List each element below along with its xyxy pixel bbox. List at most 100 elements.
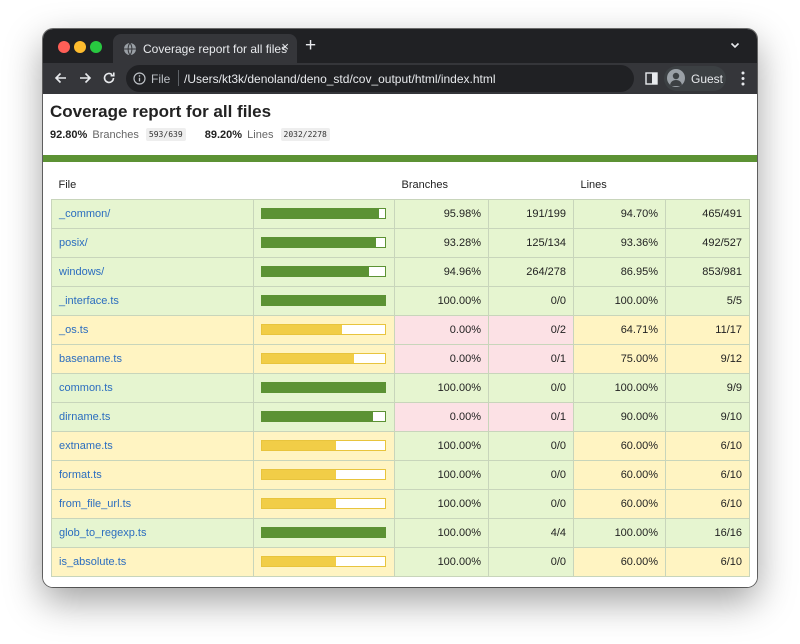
file-link[interactable]: from_file_url.ts — [59, 497, 132, 510]
back-arrow-icon[interactable] — [52, 69, 70, 87]
branches-fraction-cell: 125/134 — [488, 227, 574, 258]
side-panel-icon[interactable] — [645, 72, 658, 85]
lines-percent-cell: 100.00% — [573, 372, 666, 403]
minimize-window-button[interactable] — [74, 41, 86, 53]
url-text[interactable]: /Users/kt3k/denoland/deno_std/cov_output… — [184, 72, 496, 86]
column-header-branches-count — [489, 172, 574, 199]
table-row: basename.ts 0.00% 0/1 75.00% 9/12 — [51, 343, 750, 374]
coverage-bar — [261, 208, 386, 219]
info-icon[interactable] — [133, 72, 146, 85]
coverage-bar-fill — [262, 209, 379, 218]
file-link[interactable]: _common/ — [59, 207, 111, 220]
profile-name: Guest — [691, 72, 724, 86]
branches-fraction-cell: 0/1 — [488, 401, 574, 432]
lines-fraction-cell: 6/10 — [665, 430, 750, 461]
branches-percent-cell: 100.00% — [394, 517, 489, 548]
reload-icon[interactable] — [100, 69, 118, 87]
branches-percent: 92.80% — [50, 129, 88, 141]
coverage-bar-cell — [253, 401, 395, 432]
coverage-bar-cell — [253, 488, 395, 519]
file-cell: _os.ts — [51, 314, 254, 345]
page-title: Coverage report for all files — [50, 102, 272, 121]
branches-percent-cell: 100.00% — [394, 488, 489, 519]
file-link[interactable]: common.ts — [59, 381, 113, 394]
table-row: common.ts 100.00% 0/0 100.00% 9/9 — [51, 372, 750, 403]
lines-percent-cell: 86.95% — [573, 256, 666, 287]
table-row: is_absolute.ts 100.00% 0/0 60.00% 6/10 — [51, 546, 750, 577]
lines-fraction-cell: 9/9 — [665, 372, 750, 403]
avatar — [667, 69, 685, 87]
coverage-bar — [261, 324, 386, 335]
profile-button[interactable]: Guest — [664, 66, 726, 91]
column-header-lines-count — [666, 172, 750, 199]
lines-percent-cell: 60.00% — [573, 546, 666, 577]
file-link[interactable]: _os.ts — [59, 323, 89, 336]
branches-fraction-cell: 4/4 — [488, 517, 574, 548]
new-tab-button[interactable]: + — [305, 35, 317, 56]
file-cell: is_absolute.ts — [51, 546, 254, 577]
branches-fraction-cell: 191/199 — [488, 198, 574, 229]
globe-icon — [124, 42, 136, 56]
file-link[interactable]: extname.ts — [59, 439, 113, 452]
coverage-bar — [261, 411, 386, 422]
coverage-bar-cell — [253, 546, 395, 577]
lines-percent-cell: 60.00% — [573, 430, 666, 461]
forward-arrow-icon[interactable] — [76, 69, 94, 87]
lines-percent-cell: 90.00% — [573, 401, 666, 432]
coverage-bar-cell — [253, 227, 395, 258]
table-row: glob_to_regexp.ts 100.00% 4/4 100.00% 16/16 — [51, 517, 750, 548]
coverage-status-line — [43, 155, 757, 162]
file-link[interactable]: format.ts — [59, 468, 102, 481]
file-link[interactable]: basename.ts — [59, 352, 122, 365]
file-link[interactable]: glob_to_regexp.ts — [59, 526, 147, 539]
column-header-file[interactable]: File — [58, 179, 77, 192]
url-scheme-label: File — [151, 72, 171, 86]
lines-percent-cell: 60.00% — [573, 488, 666, 519]
file-link[interactable]: dirname.ts — [59, 410, 111, 423]
address-divider — [178, 70, 179, 86]
lines-fraction-cell: 6/10 — [665, 546, 750, 577]
coverage-bar-fill — [262, 267, 369, 276]
lines-fraction-cell: 5/5 — [665, 285, 750, 316]
coverage-bar-fill — [262, 441, 336, 450]
coverage-summary: 92.80% Branches 593/639 89.20% Lines 203… — [50, 128, 330, 141]
maximize-window-button[interactable] — [90, 41, 102, 53]
coverage-bar-cell — [253, 517, 395, 548]
file-link[interactable]: posix/ — [59, 236, 88, 249]
column-header-branches[interactable]: Branches — [401, 179, 448, 192]
coverage-table-body: _common/95.98% 191/199 94.70% 465/491 posix/… — [51, 198, 750, 577]
lines-fraction-cell: 9/10 — [665, 401, 750, 432]
branches-fraction-cell: 0/0 — [488, 488, 574, 519]
lines-percent: 89.20% — [204, 129, 243, 141]
table-row: format.ts 100.00% 0/0 60.00% 6/10 — [51, 459, 750, 490]
browser-window: Coverage report for all files × + File — [43, 29, 757, 587]
coverage-bar — [261, 237, 386, 248]
close-window-button[interactable] — [58, 41, 70, 53]
coverage-bar — [261, 266, 386, 277]
coverage-bar-cell — [253, 430, 395, 461]
coverage-bar-fill — [262, 296, 385, 305]
lines-fraction-cell: 6/10 — [665, 459, 750, 490]
branches-fraction-cell: 0/0 — [488, 430, 574, 461]
close-tab-button[interactable]: × — [281, 39, 289, 54]
address-bar[interactable]: File /Users/kt3k/denoland/deno_std/cov_o… — [126, 65, 634, 92]
table-row: _interface.ts 100.00% 0/0 100.00% 5/5 — [51, 285, 750, 316]
more-menu-icon[interactable] — [741, 71, 745, 86]
chevron-down-icon[interactable] — [729, 39, 741, 51]
file-cell: dirname.ts — [51, 401, 254, 432]
lines-fraction-cell: 9/12 — [665, 343, 750, 374]
file-cell: glob_to_regexp.ts — [51, 517, 254, 548]
file-link[interactable]: windows/ — [59, 265, 105, 278]
branches-percent-cell: 0.00% — [394, 343, 489, 374]
lines-fraction-cell: 465/491 — [665, 198, 750, 229]
lines-percent-cell: 100.00% — [573, 517, 666, 548]
file-link[interactable]: _interface.ts — [59, 294, 119, 307]
browser-tab[interactable]: Coverage report for all files × — [113, 34, 297, 63]
file-cell: basename.ts — [51, 343, 254, 374]
column-header-lines[interactable]: Lines — [580, 179, 607, 192]
lines-fraction-cell: 16/16 — [665, 517, 750, 548]
lines-percent-cell: 75.00% — [573, 343, 666, 374]
lines-percent-cell: 93.36% — [573, 227, 666, 258]
coverage-bar — [261, 527, 386, 538]
file-link[interactable]: is_absolute.ts — [59, 555, 127, 568]
